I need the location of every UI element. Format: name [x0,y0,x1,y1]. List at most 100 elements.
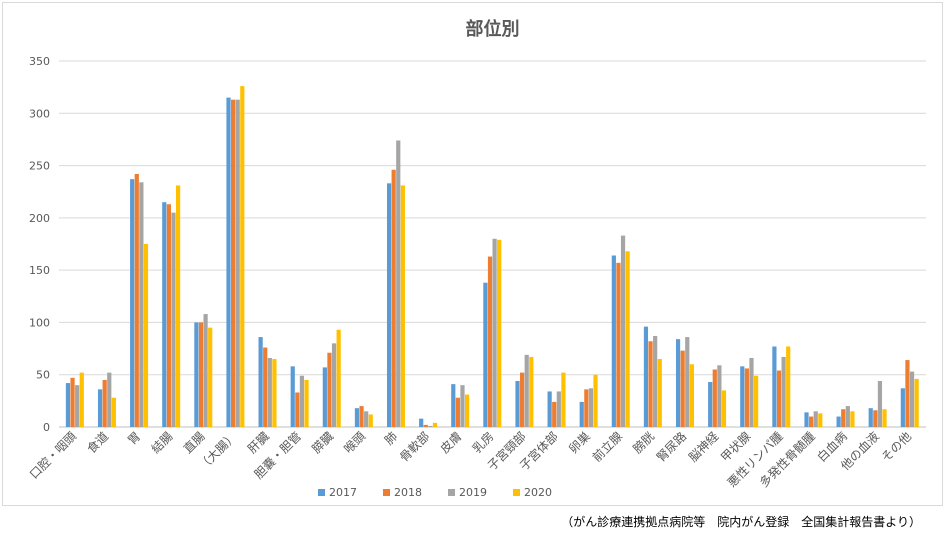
bar-2018 [905,360,910,427]
bar-2017 [483,282,488,427]
x-tick-label: 直腸 [181,429,208,456]
bar-2019 [877,380,883,427]
bar-2019 [171,212,176,427]
bar-2020 [240,86,245,428]
bar-2019 [717,365,722,427]
bar-2017 [772,346,777,427]
x-tick-label: 結腸 [149,429,176,456]
bar-2017 [194,322,199,427]
bar-2020 [143,244,149,427]
x-tick-label: 骨軟部 [396,429,432,465]
bar-2019 [653,336,658,427]
bar-2017 [226,97,231,427]
bar-2017 [386,183,392,427]
bar-2020 [368,414,373,427]
bar-2019 [331,343,337,427]
x-tick-label: 胃 [125,429,143,447]
legend-swatch-2019 [448,489,455,496]
bar-2017 [643,326,649,427]
bar-2018 [776,370,782,427]
x-tick-label: 乳房 [469,429,497,457]
bar-2019 [364,411,369,427]
bar-2018 [423,424,428,427]
bar-2020 [882,409,887,427]
y-tick-label: 50 [36,369,50,382]
bar-2020 [336,329,341,427]
bar-2017 [451,384,456,427]
bar-2017 [740,366,745,427]
bar-2020 [561,372,566,427]
legend-swatch-2018 [383,489,390,496]
legend-label-2020: 2020 [524,486,552,499]
bar-2020 [721,390,727,427]
bar-2020 [79,372,84,427]
bar-2019 [588,388,594,427]
bar-2018 [648,341,653,427]
y-tick-label: 0 [43,421,50,434]
bar-2019 [203,314,208,427]
bar-2019 [428,425,433,427]
bar-2020 [593,374,598,427]
bar-2019 [781,356,786,427]
y-tick-label: 150 [29,264,50,277]
x-tick-label: 前立腺 [589,429,625,465]
bar-2020 [432,422,438,427]
bar-2020 [111,397,116,427]
bar-2019 [267,357,272,427]
bar-2018 [584,389,589,427]
bar-2020 [657,359,662,427]
bar-2019 [299,375,305,427]
x-tick-label: 肝臓 [245,429,272,456]
bar-2020 [464,394,470,427]
bar-2020 [625,251,630,427]
bar-2020 [818,413,823,427]
bar-2017 [290,366,295,427]
x-tick-label: その他 [879,429,914,464]
bar-2017 [258,337,263,427]
bar-2017 [900,388,905,427]
bar-2018 [712,369,717,427]
bar-2017 [354,408,360,427]
bar-2018 [231,99,236,427]
bar-2018 [841,409,846,427]
bar-2018 [744,368,749,427]
bar-2019 [749,357,754,427]
bar-2020 [304,379,309,427]
bar-2017 [515,380,520,427]
bar-2020 [529,356,534,427]
bar-2018 [455,397,460,427]
bar-2018 [359,406,364,427]
legend-label-2017: 2017 [329,486,357,499]
y-tick-label: 200 [29,212,50,225]
x-tick-label: 膵臓 [309,429,336,456]
bar-2017 [579,401,584,427]
bar-2020 [786,346,791,427]
bar-2017 [97,389,103,427]
bar-2020 [689,364,694,427]
bar-2017 [65,383,71,427]
bar-2018 [295,392,300,427]
bar-2020 [175,185,181,427]
bar-2017 [547,391,552,427]
x-tick-label: 喉頭 [341,429,368,456]
y-tick-label: 250 [29,160,50,173]
bar-2018 [391,169,396,428]
bar-2018 [680,350,685,427]
bar-2017 [836,416,841,427]
bar-2019 [845,406,850,427]
bar-2020 [850,411,855,427]
bar-2018 [70,377,75,427]
bar-2018 [198,322,204,427]
bar-2018 [873,410,878,427]
bar-2017 [322,367,327,427]
bar-2019 [813,411,818,427]
bar-2019 [685,337,690,427]
bar-2018 [520,372,525,427]
legend-swatch-2020 [513,489,520,496]
bar-2017 [708,382,713,427]
bar-2019 [460,385,465,427]
bar-2020 [400,185,405,427]
bar-2020 [497,239,502,427]
bar-2020 [753,375,759,427]
